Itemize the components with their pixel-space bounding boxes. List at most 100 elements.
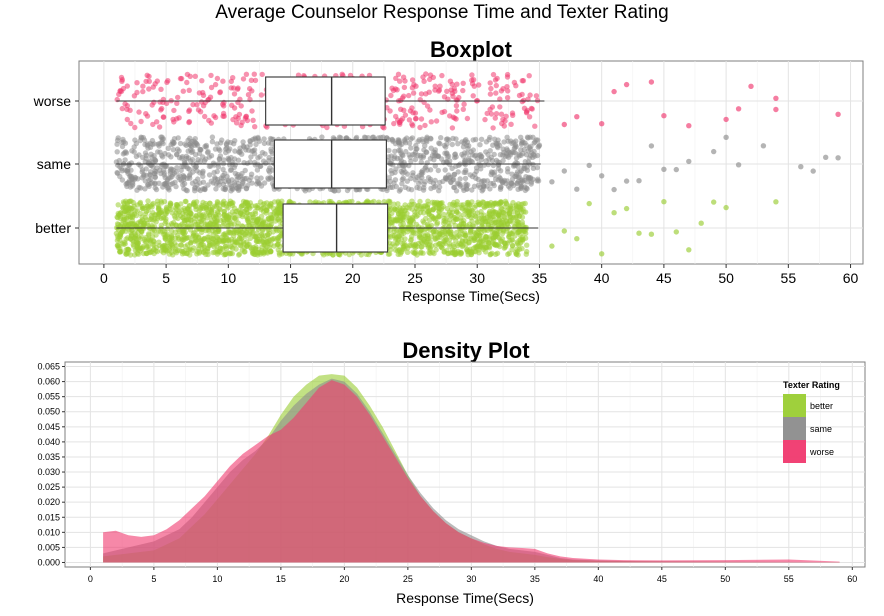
- boxplot-point-worse: [490, 71, 497, 78]
- boxplot-point-worse: [199, 78, 205, 84]
- boxplot-point-better: [425, 198, 431, 204]
- boxplot-point-worse: [118, 74, 125, 81]
- boxplot-x-tick-label: 15: [283, 270, 299, 286]
- boxplot-point-worse: [217, 89, 223, 96]
- boxplot-point-same: [236, 184, 243, 190]
- boxplot-point-better: [214, 249, 220, 255]
- boxplot-point-better: [468, 251, 474, 258]
- boxplot-point-same: [170, 141, 176, 147]
- density-x-tick-label: 55: [784, 574, 794, 584]
- boxplot-outlier-same: [661, 166, 667, 172]
- boxplot-point-worse: [221, 113, 227, 119]
- boxplot-point-better: [486, 218, 493, 225]
- boxplot-point-better: [162, 242, 168, 249]
- boxplot-point-same: [404, 178, 410, 184]
- boxplot-point-worse: [119, 105, 126, 112]
- boxplot-point-same: [519, 178, 526, 185]
- boxplot-point-better: [114, 237, 121, 244]
- boxplot-point-better: [250, 214, 257, 220]
- boxplot-point-better: [166, 251, 173, 257]
- boxplot-point-same: [473, 152, 479, 158]
- boxplot-point-same: [262, 160, 269, 166]
- boxplot-point-same: [261, 140, 268, 147]
- boxplot-point-same: [535, 137, 541, 143]
- boxplot-point-better: [249, 221, 255, 227]
- boxplot-point-same: [119, 143, 126, 150]
- boxplot-point-worse: [380, 124, 386, 130]
- boxplot-point-better: [161, 229, 168, 235]
- boxplot-outlier-same: [735, 162, 742, 168]
- boxplot-point-same: [477, 152, 484, 158]
- boxplot-point-better: [237, 235, 243, 242]
- boxplot-point-better: [494, 201, 500, 207]
- boxplot-outlier-worse: [835, 111, 841, 118]
- boxplot-point-better: [469, 199, 475, 205]
- boxplot-point-better: [268, 218, 274, 224]
- boxplot-point-better: [225, 223, 231, 229]
- density-y-tick-label: 0.020: [37, 497, 60, 507]
- boxplot-x-tick-label: 60: [843, 270, 859, 286]
- boxplot-point-same: [481, 183, 487, 189]
- boxplot-point-better: [275, 241, 281, 247]
- boxplot-point-better: [389, 232, 396, 239]
- boxplot-point-same: [335, 187, 342, 194]
- boxplot-point-better: [130, 238, 137, 245]
- boxplot-point-same: [197, 146, 203, 153]
- boxplot-point-better: [205, 245, 211, 251]
- boxplot-point-better: [509, 243, 516, 249]
- boxplot-point-worse: [160, 114, 166, 120]
- boxplot-point-better: [136, 235, 142, 241]
- boxplot-point-worse: [164, 79, 170, 86]
- boxplot-point-worse: [421, 78, 427, 85]
- boxplot-point-better: [487, 251, 494, 257]
- boxplot-outlier-worse: [748, 83, 754, 90]
- boxplot-point-same: [240, 139, 246, 145]
- boxplot-point-same: [483, 149, 489, 155]
- density-x-tick-label: 0: [88, 574, 93, 584]
- boxplot-point-worse: [397, 78, 403, 84]
- boxplot-point-same: [441, 142, 448, 149]
- boxplot-point-better: [446, 223, 453, 229]
- boxplot-point-better: [254, 219, 260, 225]
- boxplot-point-worse: [469, 72, 475, 78]
- boxplot-point-worse: [422, 122, 428, 129]
- boxplot-point-better: [482, 216, 488, 222]
- boxplot-point-better: [498, 205, 504, 211]
- boxplot-point-same: [135, 176, 141, 182]
- boxplot-point-better: [163, 234, 169, 240]
- boxplot-point-same: [478, 136, 485, 142]
- boxplot-point-same: [146, 177, 152, 183]
- boxplot-point-worse: [233, 120, 240, 126]
- boxplot-point-same: [505, 169, 511, 175]
- boxplot-point-same: [267, 174, 274, 181]
- boxplot-point-same: [240, 179, 246, 185]
- boxplot-point-worse: [229, 102, 235, 109]
- boxplot-point-worse: [505, 88, 511, 94]
- boxplot-point-better: [427, 217, 433, 223]
- boxplot-point-worse: [248, 77, 255, 84]
- boxplot-point-worse: [124, 103, 130, 109]
- boxplot-point-worse: [252, 77, 259, 84]
- density-y-tick-label: 0.035: [37, 452, 60, 462]
- boxplot-point-same: [464, 186, 470, 192]
- boxplot-outlier-same: [574, 186, 580, 192]
- boxplot-point-same: [513, 155, 520, 161]
- boxplot-point-same: [385, 136, 392, 143]
- boxplot-point-better: [467, 229, 474, 235]
- boxplot-point-same: [530, 165, 537, 171]
- boxplot-outlier-worse: [773, 95, 779, 102]
- boxplot-point-better: [462, 232, 468, 239]
- boxplot-point-worse: [493, 82, 499, 89]
- boxplot-point-better: [266, 230, 273, 237]
- boxplot-point-better: [251, 234, 258, 240]
- boxplot-point-same: [402, 136, 408, 143]
- boxplot-outlier-better: [723, 204, 729, 211]
- boxplot-point-same: [173, 169, 179, 175]
- boxplot-point-same: [428, 145, 434, 151]
- boxplot-point-worse: [211, 113, 217, 119]
- boxplot-point-worse: [212, 81, 219, 88]
- boxplot-point-better: [498, 199, 504, 206]
- boxplot-point-better: [431, 206, 437, 212]
- boxplot-point-better: [468, 235, 474, 242]
- boxplot-outlier-better: [698, 220, 704, 226]
